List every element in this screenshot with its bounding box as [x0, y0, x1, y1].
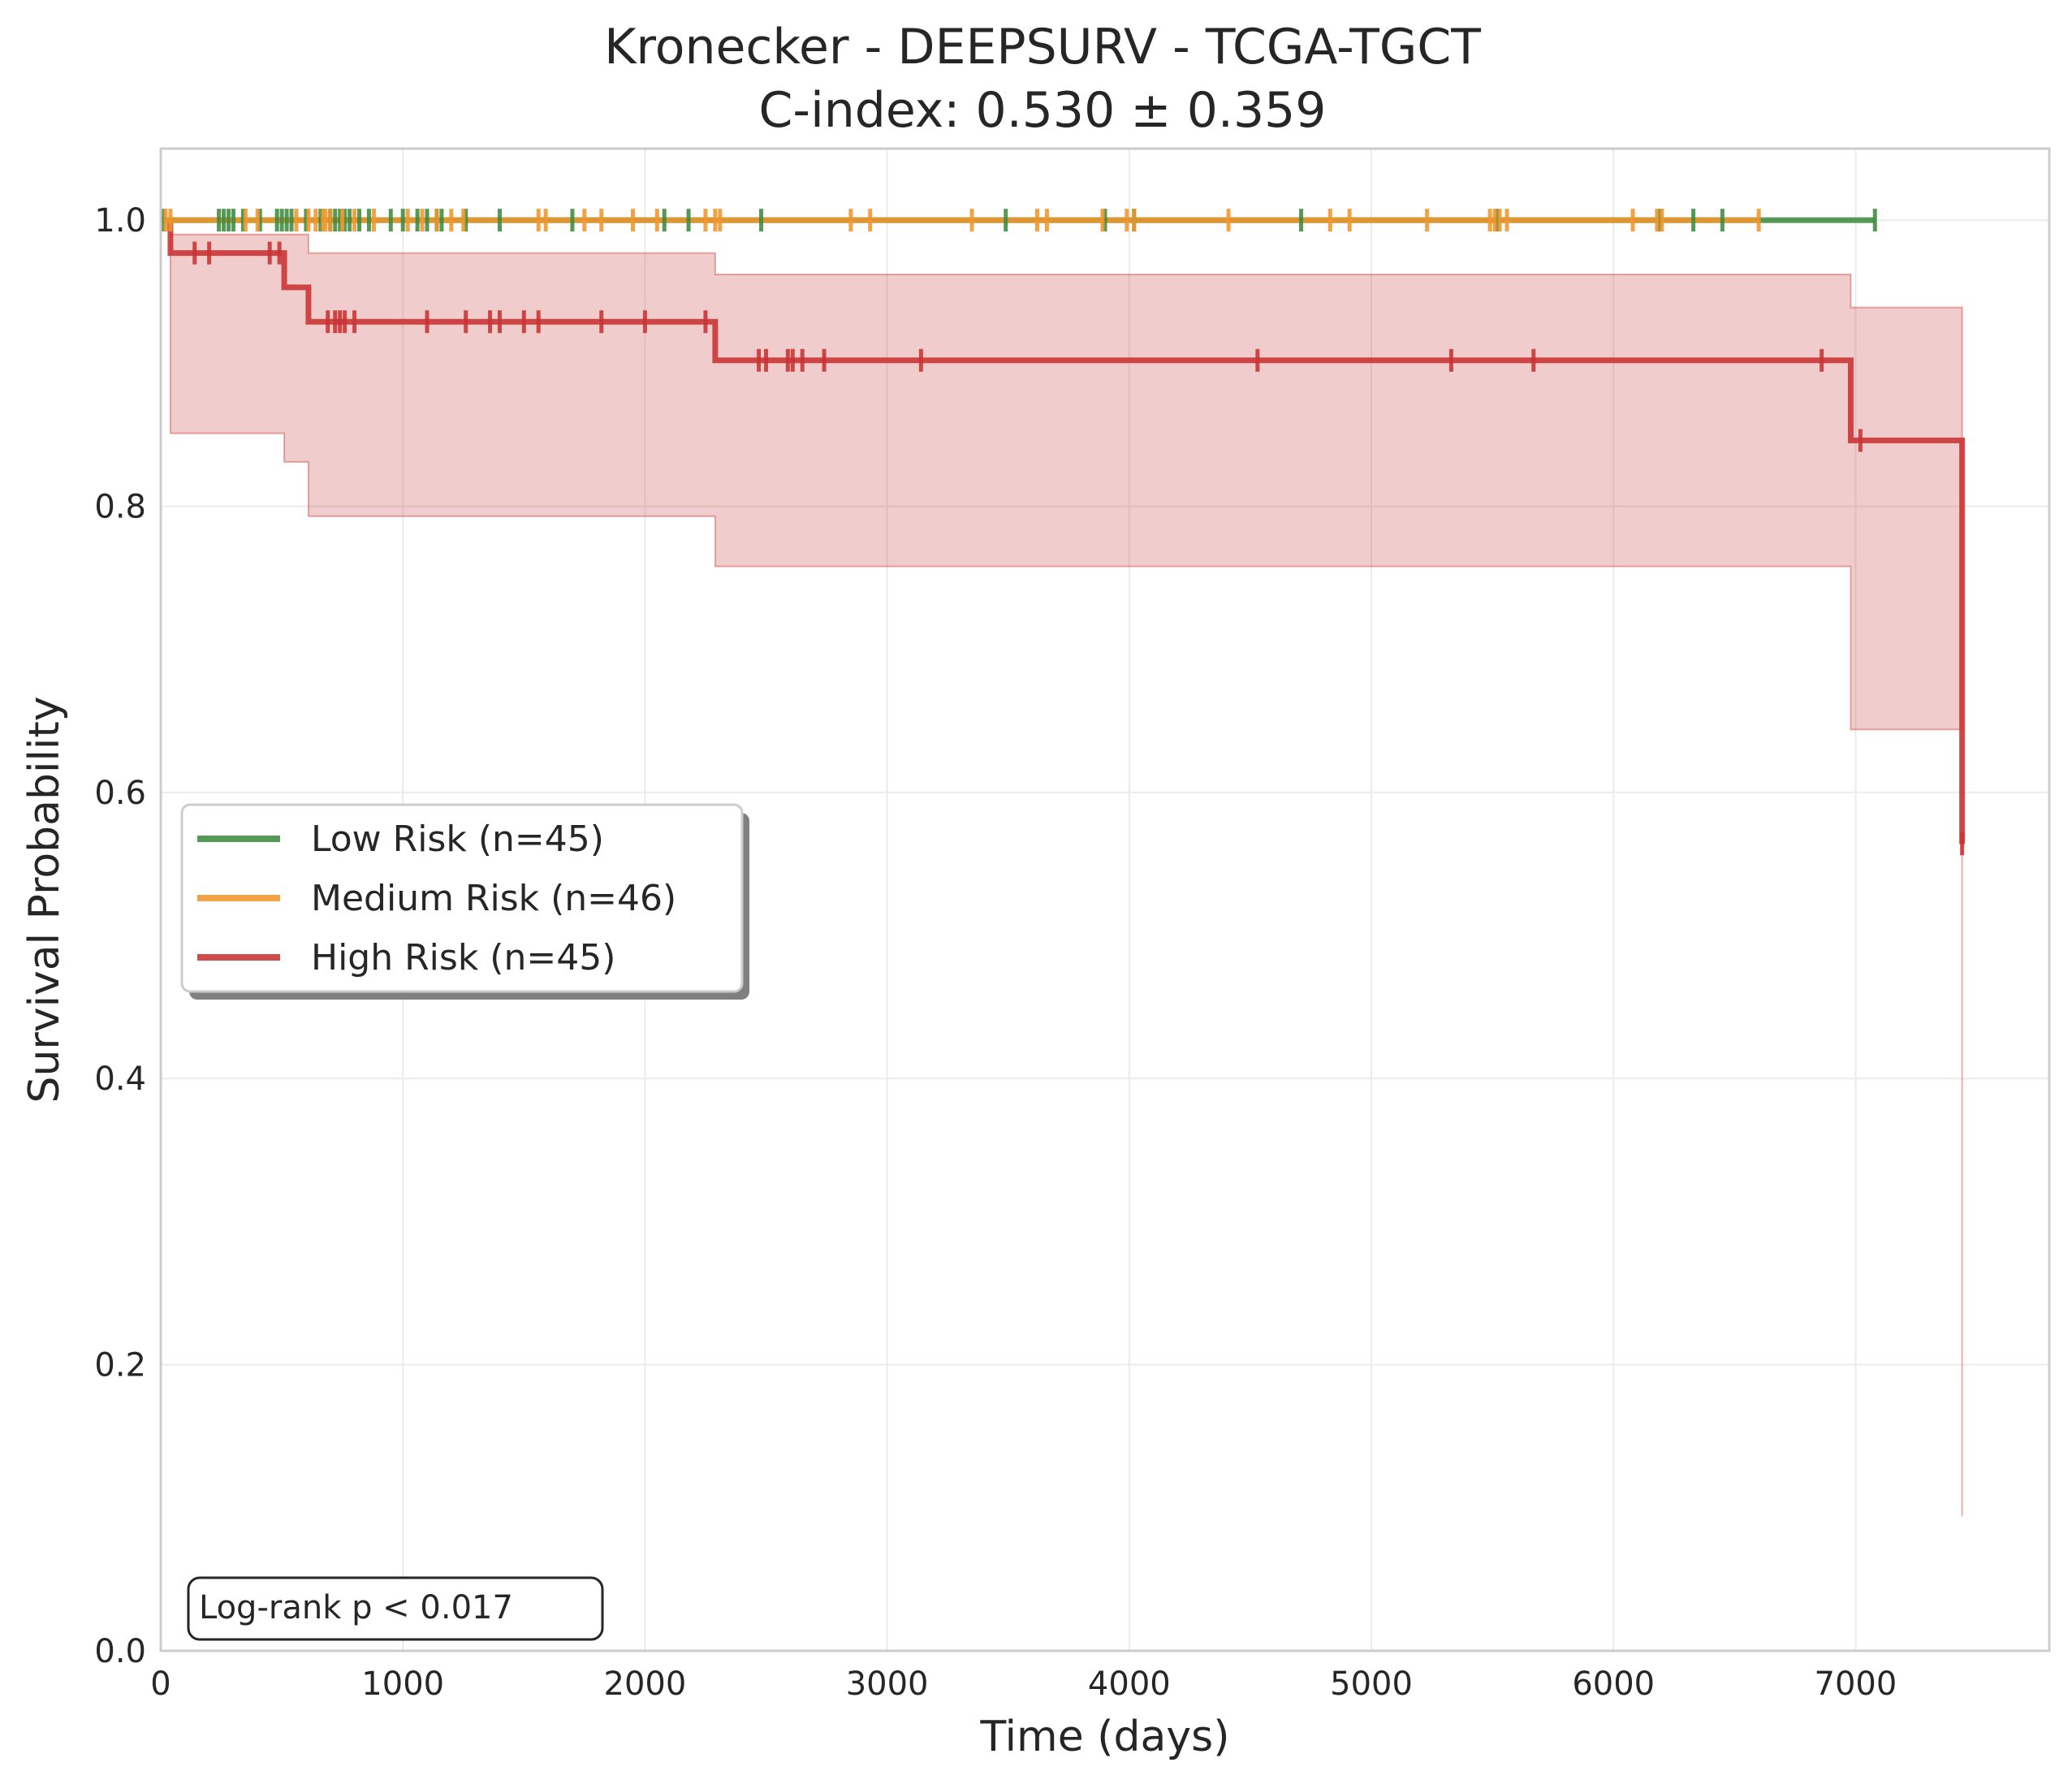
logrank-annotation: Log-rank p < 0.017: [187, 1576, 604, 1641]
x-axis-label: Time (days): [979, 1713, 1229, 1761]
chart-subtitle: C-index: 0.530 ± 0.359: [759, 82, 1327, 139]
x-tick-label: 3000: [846, 1665, 929, 1703]
survival-curve: [161, 217, 1966, 844]
x-tick-label: 5000: [1330, 1665, 1413, 1703]
y-tick-label: 0.2: [94, 1347, 146, 1384]
legend-label: High Risk (n=45): [311, 937, 615, 978]
x-tick-label: 7000: [1815, 1665, 1897, 1703]
confidence-band: [161, 219, 1963, 1517]
x-axis-ticks: 0 1000 2000 3000 4000 5000 6000 7000: [150, 1665, 1897, 1703]
plot-frame: [159, 147, 2051, 1652]
y-tick-label: 0.4: [94, 1060, 146, 1098]
x-tick-label: 1000: [361, 1665, 444, 1703]
x-tick-label: 0: [150, 1665, 171, 1703]
logrank-text: Log-rank p < 0.017: [199, 1589, 513, 1626]
x-tick-label: 2000: [604, 1665, 687, 1703]
y-tick-label: 0.0: [94, 1633, 146, 1670]
legend: Low Risk (n=45) Medium Risk (n=46) High Ri…: [180, 803, 749, 1000]
y-axis-ticks: 0.0 0.2 0.4 0.6 0.8 1.0: [94, 202, 146, 1670]
legend-label: Medium Risk (n=46): [311, 878, 676, 919]
legend-box: [180, 803, 744, 993]
x-tick-label: 4000: [1088, 1665, 1171, 1703]
y-axis-label: Survival Probability: [20, 696, 69, 1103]
y-tick-label: 1.0: [94, 202, 146, 240]
censor-markers: [161, 209, 1965, 856]
x-tick-label: 6000: [1572, 1665, 1655, 1703]
legend-label: Low Risk (n=45): [311, 819, 604, 860]
confidence-bands: [161, 219, 1963, 1517]
chart-title: Kronecker - DEEPSURV - TCGA-TGCT: [604, 19, 1481, 76]
y-tick-label: 0.8: [94, 488, 146, 525]
y-tick-label: 0.6: [94, 775, 146, 812]
logrank-box: [187, 1576, 604, 1641]
